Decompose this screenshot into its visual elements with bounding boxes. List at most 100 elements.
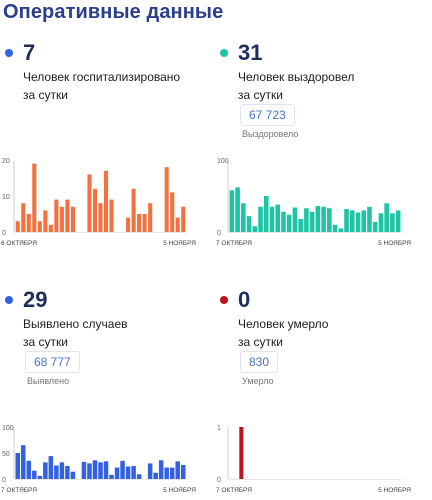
chart-bar (65, 466, 70, 479)
chart-bar (126, 217, 131, 232)
deaths-total: 830 (240, 351, 279, 373)
cases-dot-icon (5, 296, 13, 304)
chart-bar (109, 199, 114, 232)
chart-bar (235, 187, 240, 232)
deaths-dot-icon (220, 296, 228, 304)
y-tick-label: 10 (2, 194, 10, 201)
x-start-label: 7 ОКТЯБРЯ (216, 487, 252, 494)
x-start-label: 6 ОКТЯБРЯ (1, 240, 37, 247)
chart-cases: 0 50 100 7 ОКТЯБРЯ 5 НОЯБРЯ (1, 425, 196, 494)
chart-bar (258, 206, 263, 232)
cases-desc-line1: Выявлено случаев (23, 317, 128, 331)
chart-bar (15, 453, 21, 479)
deaths-description: Человек умерло за сутки (238, 315, 328, 351)
recovered-desc-line2: за сутки (238, 88, 283, 102)
chart-bar (269, 206, 275, 232)
chart-bar (21, 203, 26, 232)
y-tick-label: 0 (217, 230, 221, 237)
chart-bar (361, 210, 367, 232)
chart-bar (349, 210, 355, 232)
chart-bar (164, 467, 169, 479)
chart-bar (70, 471, 76, 479)
deaths-count: 0 (238, 287, 251, 312)
chart-bar (15, 221, 20, 232)
chart-bar (180, 464, 186, 479)
recovered-total-label: Выздоровело (242, 129, 299, 139)
x-end-label: 5 НОЯБРЯ (163, 487, 196, 494)
hospitalized-count: 7 (23, 40, 36, 65)
chart-bar (292, 207, 298, 232)
cases-description: Выявлено случаев за сутки (23, 315, 128, 351)
chart-bar (252, 226, 258, 232)
chart-bar (158, 460, 164, 479)
y-tick-label: 0 (2, 477, 6, 484)
chart-bar (395, 210, 401, 232)
chart-bar (98, 203, 103, 232)
chart-bar (137, 214, 142, 232)
chart-bar (48, 224, 53, 232)
chart-bar (164, 167, 169, 232)
chart-bar (338, 228, 344, 232)
y-tick-label: 0 (217, 477, 221, 484)
chart-bar (37, 475, 43, 479)
page-title: Оперативные данные (3, 1, 224, 23)
chart-bar (332, 224, 338, 232)
recovered-total: 67 723 (240, 104, 295, 126)
chart-bar (372, 221, 378, 232)
chart-bar (37, 221, 42, 232)
deaths-desc-line1: Человек умерло (238, 317, 329, 331)
chart-bar (103, 461, 109, 479)
chart-bar (48, 456, 54, 479)
cases-total: 68 777 (25, 351, 80, 373)
chart-bar (175, 461, 180, 479)
x-end-label: 5 НОЯБРЯ (378, 240, 411, 247)
chart-bar (103, 170, 109, 232)
chart-hospitalized: 0 10 20 6 ОКТЯБРЯ 5 НОЯБРЯ (1, 158, 196, 247)
chart-bar (59, 206, 64, 232)
chart-bar (309, 211, 315, 232)
chart-bar (125, 466, 131, 479)
deaths-total-label: Умерло (242, 376, 274, 386)
x-start-label: 7 ОКТЯБРЯ (216, 240, 252, 247)
y-tick-label: 50 (2, 451, 10, 458)
cases-total-label: Выявлено (27, 376, 70, 386)
chart-bar (32, 163, 37, 232)
recovered-count: 31 (238, 40, 263, 65)
chart-bar (378, 213, 384, 232)
chart-bar (367, 206, 372, 232)
hospitalized-dot-icon (5, 49, 13, 57)
chart-bar (87, 463, 92, 479)
recovered-dot-icon (220, 49, 228, 57)
chart-bar (281, 211, 286, 232)
chart-bar (54, 465, 59, 479)
chart-bar (321, 206, 326, 232)
chart-bar (92, 188, 98, 232)
cases-desc-line2: за сутки (23, 335, 68, 349)
chart-bar (241, 203, 246, 232)
card-deaths: 0 Человек умерло за сутки 830 Умерло 0 1 7… (215, 275, 430, 500)
stat-line-hospitalized: 7 (5, 38, 35, 68)
chart-bar (120, 460, 125, 479)
chart-bar (246, 216, 252, 232)
card-cases: 29 Выявлено случаев за сутки 68 777 Выяв… (0, 275, 215, 500)
chart-bar (327, 208, 332, 232)
x-end-label: 5 НОЯБРЯ (163, 240, 196, 247)
chart-bar (26, 460, 32, 479)
chart-bar (181, 206, 186, 232)
y-tick-label: 100 (217, 158, 229, 165)
chart-bar (344, 208, 349, 232)
chart-bar (87, 174, 92, 232)
stat-line-recovered: 31 (220, 38, 262, 68)
chart-bar (98, 462, 103, 479)
chart-bar (169, 467, 175, 479)
chart-bar (275, 204, 281, 232)
chart-bar (239, 427, 244, 479)
chart-bar (286, 214, 292, 232)
chart-bar (384, 203, 389, 232)
deaths-desc-line2: за сутки (238, 335, 283, 349)
y-tick-label: 100 (2, 425, 14, 432)
chart-bar (148, 203, 153, 232)
chart-bar (142, 214, 147, 232)
chart-bar (81, 461, 87, 479)
recovered-desc-line1: Человек выздоровел (238, 70, 355, 84)
